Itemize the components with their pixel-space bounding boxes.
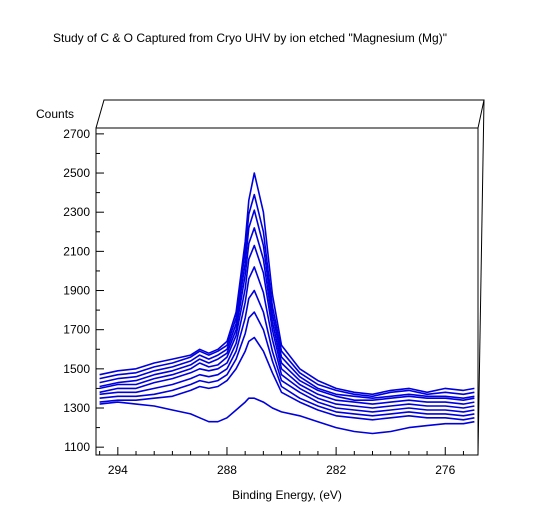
- series-line-3: [99, 209, 475, 400]
- y-tick-label: 1300: [63, 401, 90, 415]
- series-line-1: [99, 172, 475, 396]
- x-axis: 294 288 282 276: [99, 447, 464, 477]
- y-tick-label: 1100: [64, 440, 90, 454]
- y-tick-label: 2700: [63, 127, 90, 141]
- series-lines: [99, 172, 475, 435]
- chart-title: Study of C & O Captured from Cryo UHV by…: [53, 31, 447, 45]
- y-tick-label: 1700: [63, 323, 90, 337]
- plot-frame-3d-top: [95, 99, 485, 129]
- series-line-2: [99, 193, 475, 398]
- series-line-7: [99, 289, 475, 413]
- plot-area: [95, 127, 479, 456]
- series-line-10: [99, 397, 475, 435]
- y-tick-label: 2500: [63, 166, 90, 180]
- series-line-9: [99, 336, 475, 421]
- series-line-6: [99, 266, 475, 409]
- plot-frame: [95, 99, 485, 456]
- series-line-5: [99, 244, 475, 405]
- y-tick-label: 2300: [63, 205, 90, 219]
- y-tick-label: 2100: [63, 244, 90, 258]
- y-tick-label: 1900: [63, 284, 90, 298]
- x-tick-label: 294: [108, 463, 128, 477]
- series-line-8: [99, 311, 475, 417]
- y-axis-label: Counts: [36, 107, 74, 121]
- plot-frame-3d-right: [477, 99, 485, 456]
- series-line-4: [99, 227, 475, 402]
- x-tick-label: 282: [326, 463, 346, 477]
- x-tick-label: 288: [217, 463, 237, 477]
- y-tick-label: 1500: [63, 362, 90, 376]
- x-tick-label: 276: [435, 463, 455, 477]
- x-axis-label: Binding Energy, (eV): [232, 488, 342, 502]
- y-axis: 1100 1300 1500 1700 1900 2100 2300 2500 2700: [63, 127, 104, 454]
